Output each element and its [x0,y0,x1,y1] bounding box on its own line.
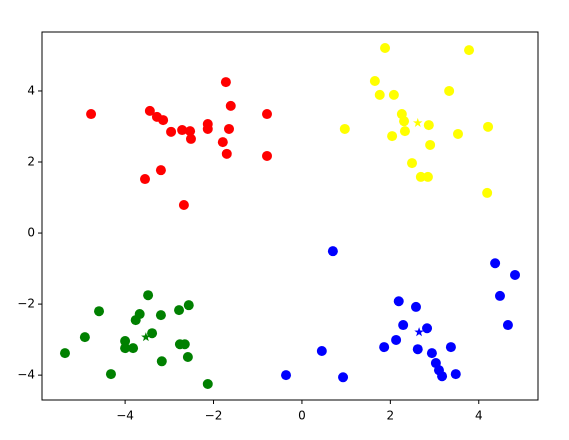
point [225,100,236,111]
point [183,300,194,311]
point [155,165,166,176]
point [144,105,155,116]
y-tick-label: 2 [27,155,35,169]
point [140,174,151,185]
point [217,137,228,148]
point [494,290,505,301]
point [410,301,421,312]
point [452,128,463,139]
point [502,320,513,331]
point [185,126,196,137]
point [220,77,231,88]
point [185,133,196,144]
point [94,306,105,317]
point [156,356,167,367]
point [339,123,350,134]
point [422,323,433,334]
point [262,150,273,161]
x-tick-label: 2 [387,409,395,423]
point [128,343,139,354]
point [182,352,193,363]
point [450,369,461,380]
centroid [414,327,424,337]
point [422,171,433,182]
point [174,305,185,316]
point [223,123,234,134]
x-tick-label: 4 [475,409,483,423]
y-tick-label: −2 [17,297,35,311]
point [510,269,521,280]
point [262,109,273,120]
point [105,369,116,380]
point [316,345,327,356]
point [281,370,292,381]
point [399,116,410,127]
point [445,342,456,353]
point [178,199,189,210]
point [412,344,423,355]
y-tick-label: −4 [17,368,35,382]
x-tick-label: −2 [205,409,223,423]
point [444,85,455,96]
point [143,290,154,301]
point [379,342,390,353]
point [374,89,385,100]
point [483,121,494,132]
point [158,115,169,126]
point [387,131,398,142]
point [177,125,188,136]
point [380,42,391,53]
x-tick-label: 0 [298,409,306,423]
point [423,120,434,131]
point [86,109,97,120]
point [327,246,338,257]
point [79,332,90,343]
point [338,372,349,383]
point [179,339,190,350]
point [437,371,448,382]
point [202,123,213,134]
point [425,139,436,150]
point [221,148,232,159]
point [393,296,404,307]
point [388,89,399,100]
point [490,258,501,269]
point [398,320,409,331]
point [407,158,418,169]
centroid [413,117,423,127]
point [155,310,166,321]
y-tick-label: 4 [27,83,35,97]
point [426,348,437,359]
point [415,171,426,182]
point [464,45,475,56]
point [202,379,213,390]
point [120,343,131,354]
plot-frame [41,31,539,401]
y-tick-label: 0 [27,226,35,240]
centroid [141,332,151,342]
point [391,334,402,345]
point [369,76,380,87]
point [59,348,70,359]
x-tick-label: −4 [116,409,134,423]
point [482,187,493,198]
point [399,126,410,137]
point [166,126,177,137]
point [120,336,131,347]
point [134,309,145,320]
